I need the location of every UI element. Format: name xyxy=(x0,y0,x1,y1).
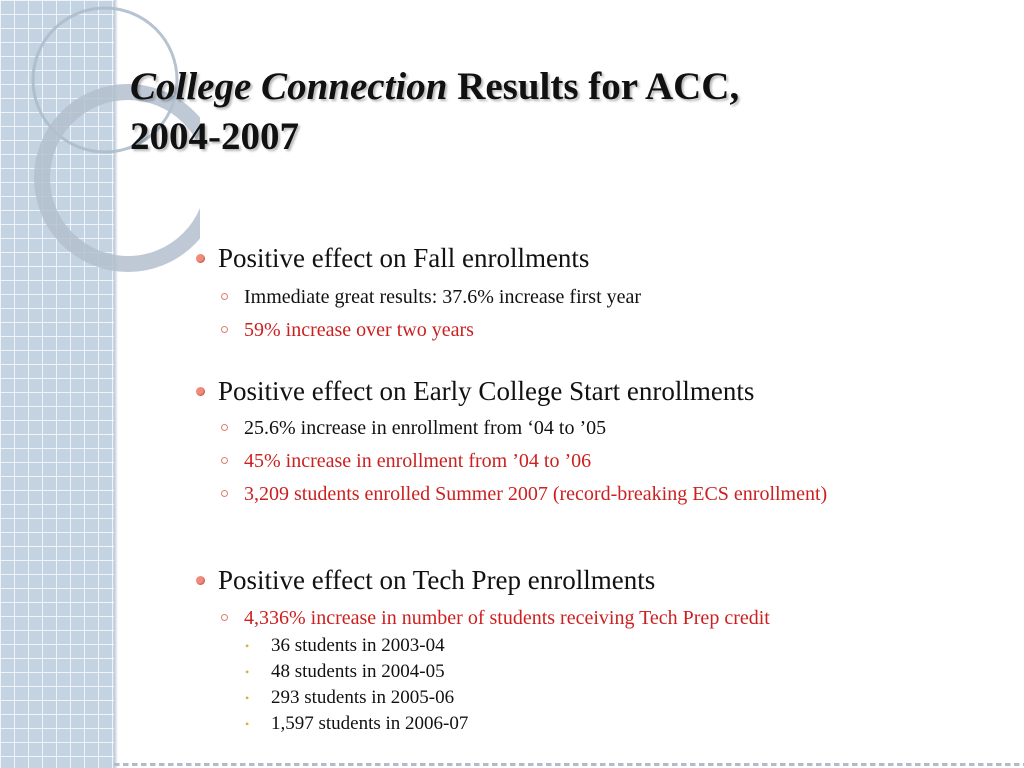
section-heading-fall: Positive effect on Fall enrollments xyxy=(218,243,590,273)
star-bullet: • xyxy=(245,639,250,653)
item-ecs-3: 3,209 students enrolled Summer 2007 (rec… xyxy=(244,483,828,505)
item-fall-2: 59% increase over two years xyxy=(244,319,474,341)
decorative-arcs xyxy=(31,6,200,272)
sub-bullet-ring xyxy=(221,293,228,300)
item-fall-1: Immediate great results: 37.6% increase … xyxy=(244,286,642,308)
star-bullet: • xyxy=(245,665,250,679)
sub-bullet-ring xyxy=(221,424,228,431)
star-bullet: • xyxy=(245,691,250,705)
bullet-dot xyxy=(196,576,205,585)
section-heading-techprep: Positive effect on Tech Prep enrollments xyxy=(218,565,656,595)
sub-bullet-ring xyxy=(221,457,228,464)
bullet-dot xyxy=(196,387,205,396)
subitem-techprep-3: 293 students in 2005-06 xyxy=(271,687,455,708)
item-ecs-1: 25.6% increase in enrollment from ‘04 to… xyxy=(244,417,607,439)
title-rest-part: Results for ACC, xyxy=(447,65,740,108)
sub-bullet-ring xyxy=(221,326,228,333)
band-edge xyxy=(114,0,118,768)
sub-bullet-ring xyxy=(221,614,228,621)
section-heading-ecs: Positive effect on Early College Start e… xyxy=(218,376,755,406)
subitem-techprep-1: 36 students in 2003-04 xyxy=(271,635,445,656)
slide-title: College Connection Results for ACC, 2004… xyxy=(130,62,990,162)
title-line-2: 2004-2007 xyxy=(130,115,299,158)
title-italic-part: College Connection xyxy=(130,65,448,108)
subitem-techprep-4: 1,597 students in 2006-07 xyxy=(271,713,469,734)
sub-bullet-ring xyxy=(221,490,228,497)
bullet-dot xyxy=(196,254,205,263)
item-ecs-2: 45% increase in enrollment from ’04 to ’… xyxy=(244,450,592,472)
subitem-techprep-2: 48 students in 2004-05 xyxy=(271,661,445,682)
item-techprep-1: 4,336% increase in number of students re… xyxy=(244,607,770,629)
bottom-dotted-line xyxy=(114,763,1024,766)
star-bullet: • xyxy=(245,717,250,731)
